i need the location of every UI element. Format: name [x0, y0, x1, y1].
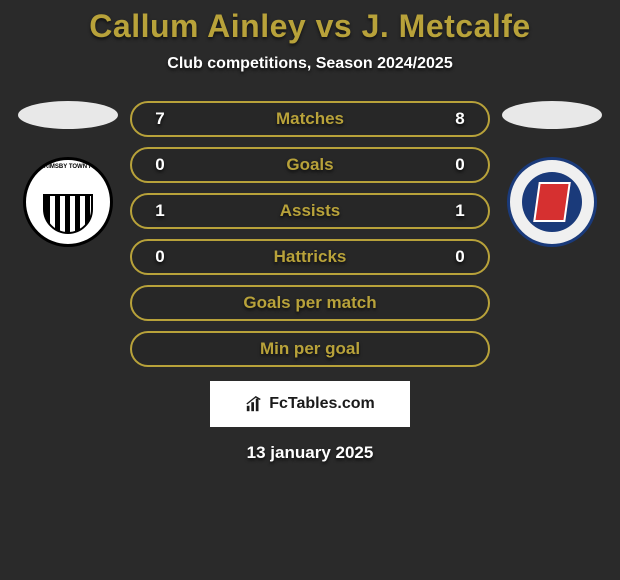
- right-crest-inner-icon: [522, 172, 582, 232]
- stat-right-value: 1: [450, 201, 470, 221]
- stat-row-min-per-goal: Min per goal: [130, 331, 490, 367]
- right-player-col: [502, 101, 602, 247]
- stat-row-hattricks: 0 Hattricks 0: [130, 239, 490, 275]
- comparison-card: Callum Ainley vs J. Metcalfe Club compet…: [0, 0, 620, 463]
- left-club-crest: GRIMSBY TOWN FC: [23, 157, 113, 247]
- stat-label: Assists: [170, 201, 450, 221]
- stat-label: Goals: [170, 155, 450, 175]
- right-player-photo-placeholder: [502, 101, 602, 129]
- right-club-crest: [507, 157, 597, 247]
- stats-column: 7 Matches 8 0 Goals 0 1 Assists 1 0 Hatt…: [130, 101, 490, 367]
- stat-label: Matches: [170, 109, 450, 129]
- left-crest-stripes-icon: [43, 194, 93, 234]
- subtitle: Club competitions, Season 2024/2025: [0, 55, 620, 73]
- left-player-col: GRIMSBY TOWN FC: [18, 101, 118, 247]
- main-row: GRIMSBY TOWN FC 7 Matches 8 0 Goals 0 1 …: [0, 101, 620, 367]
- stat-row-matches: 7 Matches 8: [130, 101, 490, 137]
- page-title: Callum Ainley vs J. Metcalfe: [0, 8, 620, 45]
- stat-label: Min per goal: [170, 339, 450, 359]
- brand-text: FcTables.com: [269, 395, 375, 413]
- stat-right-value: 0: [450, 247, 470, 267]
- left-crest-text: GRIMSBY TOWN FC: [39, 164, 96, 170]
- stat-row-goals: 0 Goals 0: [130, 147, 490, 183]
- left-player-photo-placeholder: [18, 101, 118, 129]
- date-line: 13 january 2025: [0, 443, 620, 463]
- stat-left-value: 0: [150, 247, 170, 267]
- stat-label: Goals per match: [170, 293, 450, 313]
- stat-left-value: 1: [150, 201, 170, 221]
- stat-left-value: 0: [150, 155, 170, 175]
- stat-left-value: 7: [150, 109, 170, 129]
- stat-right-value: 8: [450, 109, 470, 129]
- stat-right-value: 0: [450, 155, 470, 175]
- stat-row-goals-per-match: Goals per match: [130, 285, 490, 321]
- brand-bars-icon: [245, 395, 263, 413]
- stat-label: Hattricks: [170, 247, 450, 267]
- brand-badge[interactable]: FcTables.com: [210, 381, 410, 427]
- stat-row-assists: 1 Assists 1: [130, 193, 490, 229]
